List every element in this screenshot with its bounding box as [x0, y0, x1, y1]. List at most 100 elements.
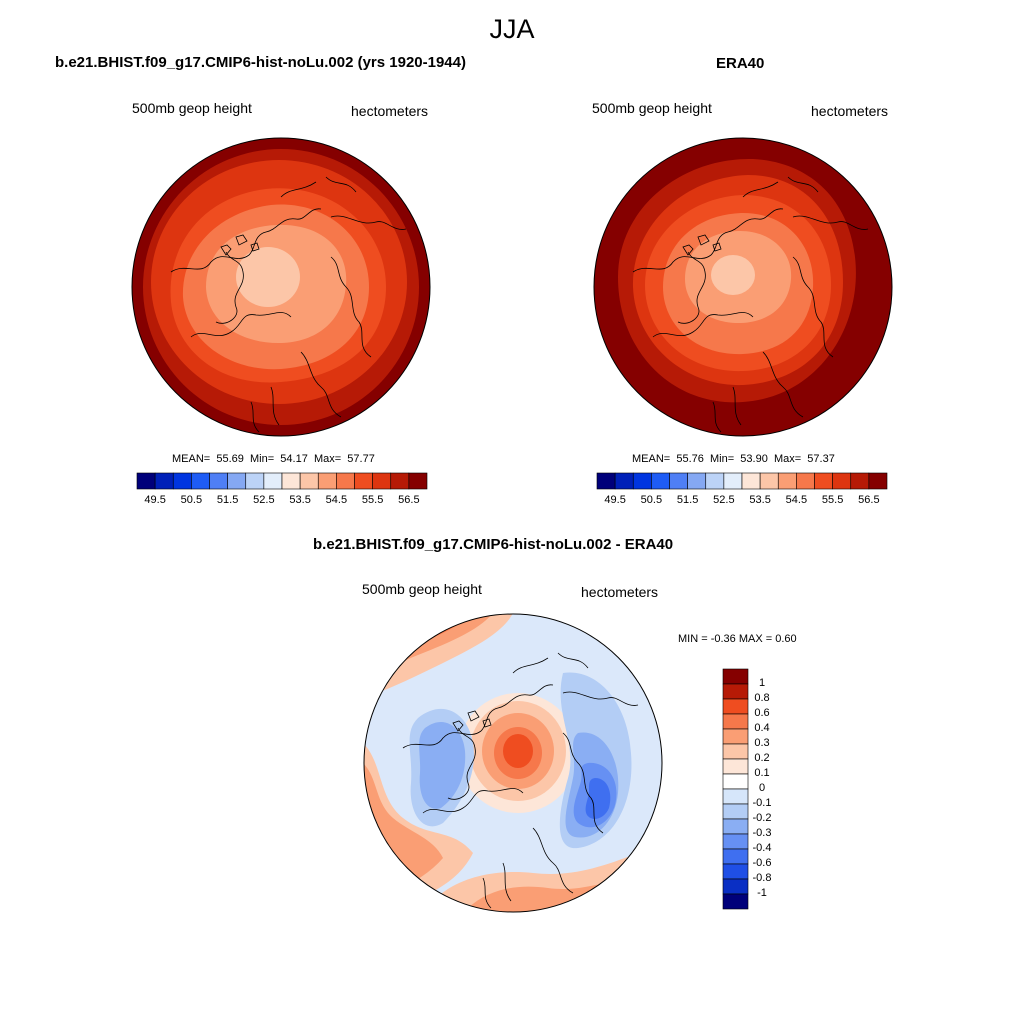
panel2-colorbar-swatch [777, 472, 797, 490]
panel3-title: b.e21.BHIST.f09_g17.CMIP6-hist-noLu.002 … [313, 536, 674, 553]
panel3-colorbar-tick-label: -0.3 [752, 827, 772, 839]
panel1-colorbar-swatch [245, 472, 265, 490]
panel1-colorbar [136, 472, 428, 490]
panel2-colorbar-swatch [669, 472, 688, 490]
panel3-units-label: hectometers [581, 584, 659, 600]
panel2-colorbar-swatch [705, 472, 725, 490]
panel3-colorbar-tick-label: 0.6 [754, 707, 770, 719]
panel3-coastlines [402, 652, 639, 909]
panel2-colorbar-tick-label: 54.5 [785, 494, 808, 506]
panel2-stats: MEAN= 55.76 Min= 53.90 Max= 57.37 [632, 453, 835, 465]
panel3-colorbar-swatch [722, 773, 749, 790]
panel2-colorbar-swatch [596, 472, 616, 490]
panel1-colorbar-swatch [317, 472, 337, 490]
panel2-colorbar-swatch [687, 472, 707, 490]
panel3-variable-label: 500mb geop height [362, 581, 482, 597]
panel3-colorbar-tick-label: 1 [758, 677, 766, 689]
panel3-colorbar-tick-label: -0.8 [752, 872, 772, 884]
panel1-colorbar-swatch [227, 472, 247, 490]
panel1-variable-label: 500mb geop height [132, 100, 252, 116]
panel1-colorbar-tick-label: 53.5 [289, 494, 311, 506]
panel1-colorbar-swatch [390, 472, 410, 490]
panel1-contour-band [236, 247, 300, 307]
panel1-colorbar-swatch [191, 472, 210, 490]
panel3-colorbar-tick-label: 0.1 [754, 767, 770, 779]
panel1-colorbar-tick-label: 56.5 [398, 494, 420, 506]
panel2-variable-label: 500mb geop height [592, 100, 712, 116]
panel3-colorbar-tick-label: 0 [758, 782, 766, 794]
panel3-colorbar-swatch [722, 668, 749, 685]
panel1-colorbar-tick-label: 55.5 [361, 494, 384, 506]
panel3-map-border [363, 613, 663, 913]
panel1-colorbar-swatch [336, 472, 355, 490]
panel3-negative-band [585, 778, 611, 819]
panel3-polar-map [363, 613, 663, 913]
panel2-map-border [593, 137, 893, 437]
panel2-colorbar-swatch [632, 472, 652, 490]
panel2-title: ERA40 [716, 55, 765, 72]
panel3-colorbar-swatch [722, 818, 749, 835]
panel2-colorbar-labels: 49.5 50.5 51.5 52.5 53.5 54.5 55.5 56.5 [597, 494, 887, 508]
panel3-colorbar-swatch [722, 683, 749, 700]
panel2-colorbar-tick-label: 51.5 [676, 494, 699, 506]
panel1-coastlines [170, 176, 407, 433]
panel3-colorbar-swatch [722, 788, 749, 805]
panel3-stats: MIN = -0.36 MAX = 0.60 [678, 633, 797, 645]
panel1-colorbar-tick-label: 51.5 [216, 494, 239, 506]
panel1-stats: MEAN= 55.69 Min= 54.17 Max= 57.77 [172, 453, 375, 465]
panel2-colorbar-tick-label: 56.5 [858, 494, 880, 506]
panel2-colorbar-swatch [814, 472, 833, 490]
panel3-colorbar-swatch [722, 698, 749, 715]
panel3-colorbar-swatch [722, 893, 749, 910]
panel1-colorbar-swatch [209, 472, 228, 490]
panel3-colorbar-tick-label: 0.4 [754, 722, 770, 734]
panel2-colorbar-swatch [723, 472, 743, 490]
panel3-colorbar-tick-label: -0.6 [752, 857, 772, 869]
panel1-colorbar-swatch [154, 472, 174, 490]
panel1-map-border [131, 137, 431, 437]
panel3-colorbar-swatch [722, 803, 749, 820]
panel3-positive-band [503, 734, 533, 768]
panel2-colorbar-tick-label: 53.5 [749, 494, 771, 506]
panel2-polar-map [593, 137, 893, 437]
panel1-colorbar-tick-label: 50.5 [180, 494, 203, 506]
panel3-colorbar-swatch [722, 848, 749, 865]
panel3-colorbar-tick-label: 0.3 [754, 737, 770, 749]
figure-title: JJA [489, 14, 535, 44]
panel3-colorbar-swatch [722, 758, 749, 775]
panel3-colorbar-swatch [722, 713, 749, 730]
panel1-colorbar-swatch [281, 472, 301, 490]
panel2-colorbar-swatch [796, 472, 815, 490]
panel1-colorbar-swatch [408, 472, 428, 490]
panel2-colorbar-tick-label: 55.5 [821, 494, 844, 506]
panel1-colorbar-swatch [372, 472, 392, 490]
panel1-colorbar-swatch [136, 472, 156, 490]
panel1-colorbar-swatch [172, 472, 192, 490]
panel2-colorbar-swatch [832, 472, 852, 490]
panel1-colorbar-labels: 49.5 50.5 51.5 52.5 53.5 54.5 55.5 56.5 [137, 494, 427, 508]
panel2-colorbar-tick-label: 50.5 [640, 494, 663, 506]
panel2-colorbar-swatch [850, 472, 870, 490]
panel3-colorbar-swatch [722, 878, 749, 895]
panel3-colorbar-swatch [722, 863, 749, 880]
panel2-colorbar-swatch [741, 472, 761, 490]
panel3-colorbar-tick-label: -0.2 [752, 812, 772, 824]
panel3-colorbar-labels: 1 0.8 0.6 0.4 0.3 0.2 0.1 0 -0.1 -0.2 -0.3 -0.4 -0.6… [752, 669, 792, 909]
panel2-colorbar [596, 472, 888, 490]
panel2-coastlines [632, 176, 869, 433]
panel1-polar-map [131, 137, 431, 437]
panel3-colorbar-swatch [722, 743, 749, 760]
panel3-colorbar-swatch [722, 833, 749, 850]
panel3-negative-band [419, 721, 466, 809]
panel1-title: b.e21.BHIST.f09_g17.CMIP6-hist-noLu.002 … [55, 54, 466, 71]
panel2-colorbar-tick-label: 49.5 [604, 494, 626, 506]
panel2-colorbar-tick-label: 52.5 [713, 494, 735, 506]
panel3-colorbar-tick-label: 0.2 [754, 752, 770, 764]
panel2-colorbar-swatch [651, 472, 670, 490]
panel3-colorbar-tick-label: -0.1 [752, 797, 772, 809]
panel2-contour-band [711, 255, 755, 295]
panel1-units-label: hectometers [351, 103, 429, 119]
panel3-colorbar-tick-label: 0.8 [754, 692, 770, 704]
panel1-colorbar-swatch [354, 472, 373, 490]
panel1-colorbar-tick-label: 52.5 [253, 494, 275, 506]
